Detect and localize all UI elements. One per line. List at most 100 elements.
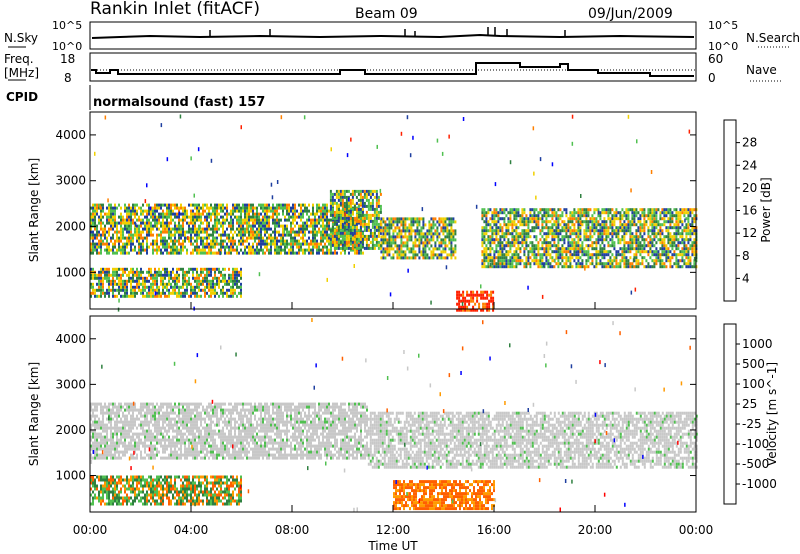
scatter-cell [158,218,160,222]
scatter-cell [661,253,664,257]
scatter-cell [367,207,370,211]
scatter-cell [272,206,274,210]
scatter-cell [212,288,214,292]
scatter-cell [653,220,656,224]
scatter-cell [517,253,520,257]
scatter-cell [328,236,330,240]
scatter-cell [274,227,276,231]
scatter-cell [320,224,322,228]
scatter-cell [493,253,496,257]
scatter-cell [240,233,242,237]
scatter-cell [341,246,344,250]
scatter-cell [150,285,152,289]
scatter-cell [136,279,138,283]
scatter-cell [531,241,534,245]
scatter-cell [220,206,222,210]
scatter-cell [659,262,662,266]
scatter-cell [146,279,148,283]
scatter-cell [527,226,530,230]
scatter-cell [130,245,132,249]
scatter-cell [625,208,628,212]
scatter-cell [501,259,504,263]
scatter-cell [557,241,560,245]
scatter-cell [208,294,210,298]
scatter-cell [154,215,156,219]
scatter-cell [178,206,180,210]
scatter-cell [537,214,540,218]
scatter-cell [355,225,358,229]
scatter-cell [412,250,415,254]
scatter-cell [180,203,182,207]
scatter-cell [176,282,178,286]
scatter-cell [294,218,296,222]
scatter-cell [156,221,158,225]
scatter-cell [250,215,252,219]
scatter-cell [230,245,232,249]
scatter-cell [353,207,356,211]
scatter-cell [230,294,232,298]
scatter-cell [222,279,224,283]
scatter-cell [533,208,536,212]
scatter-cell [142,242,144,246]
scatter-cell [380,241,383,245]
scatter-cell [404,232,407,236]
scatter-cell [190,239,192,243]
scatter-cell [168,236,170,240]
scatter-cell [329,210,332,214]
scatter-cell [349,204,352,208]
scatter-cell [90,276,92,280]
scatter-cell [138,248,140,252]
scatter-cell [545,259,548,263]
scatter-cell [114,221,116,225]
scatter-cell [647,241,650,245]
scatter-cell [521,232,524,236]
scatter-cell [675,253,678,257]
scatter-cell [112,279,114,283]
scatter-cell [234,276,236,280]
scatter-cell [186,230,188,234]
speckle-cell [276,180,279,184]
scatter-cell [422,256,425,260]
scatter-cell [242,224,244,228]
scatter-cell [432,238,435,242]
scatter-cell [379,192,382,196]
scatter-cell [122,230,124,234]
scatter-cell [298,215,300,219]
scatter-cell [236,273,238,277]
scatter-cell [204,267,206,271]
scatter-cell [186,248,188,252]
scatter-cell [136,276,138,280]
scatter-cell [567,241,570,245]
scatter-cell [657,238,660,242]
scatter-cell [232,291,234,295]
scatter-cell [100,285,102,289]
scatter-cell [148,273,150,277]
scatter-cell [472,290,475,294]
scatter-cell [232,267,234,271]
scatter-cell [486,308,489,312]
scatter-cell [354,251,356,255]
scatter-cell [260,236,262,240]
scatter-cell [114,279,116,283]
scatter-cell [106,291,108,295]
scatter-cell [148,245,150,249]
scatter-cell [294,203,296,207]
scatter-cell [525,235,528,239]
scatter-cell [693,238,696,242]
scatter-cell [210,233,212,237]
scatter-cell [246,209,248,213]
nsky-tick-top: 10^5 [52,19,82,32]
scatter-cell [170,245,172,249]
scatter-cell [627,223,630,227]
scatter-cell [539,259,542,263]
scatter-cell [347,243,350,247]
scatter-cell [341,192,344,196]
scatter-cell [363,225,366,229]
scatter-cell [521,211,524,215]
scatter-cell [170,291,172,295]
scatter-cell [408,232,411,236]
scatter-cell [184,279,186,283]
scatter-cell [272,218,274,222]
scatter-cell [120,288,122,292]
